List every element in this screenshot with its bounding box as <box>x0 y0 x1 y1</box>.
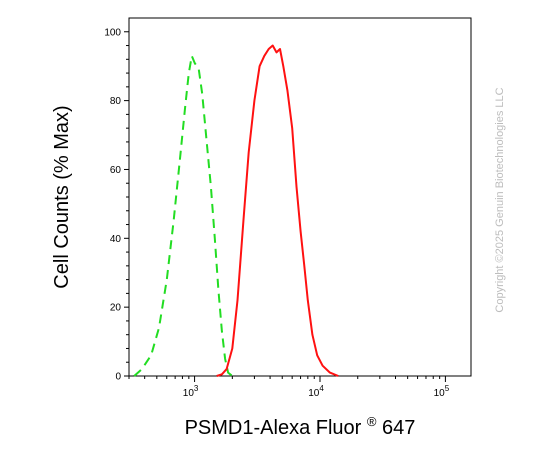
y-tick-label: 0 <box>115 372 121 383</box>
x-tick-exponent: 3 <box>194 384 199 393</box>
y-tick-label: 40 <box>110 234 122 245</box>
x-tick-base: 10 <box>434 388 446 399</box>
plot-frame <box>128 17 472 377</box>
x-axis-title-superscript: ® <box>367 414 377 429</box>
x-tick-label: 104 <box>308 384 324 399</box>
x-axis: 103 104 105 <box>128 376 450 399</box>
x-tick-exponent: 4 <box>319 384 324 393</box>
control-histogram-line <box>133 54 233 377</box>
series-layer <box>133 44 339 377</box>
x-tick-exponent: 5 <box>445 384 450 393</box>
y-tick-label: 100 <box>104 27 121 38</box>
x-tick-base: 10 <box>183 388 195 399</box>
x-axis-title-main: PSMD1-Alexa Fluor <box>185 417 362 439</box>
y-tick-label: 60 <box>110 165 122 176</box>
copyright-watermark: Copyright ©2025 Genuin Biotechnologies L… <box>494 87 506 312</box>
y-tick-label: 80 <box>110 96 122 107</box>
x-axis-title: PSMD1-Alexa Fluor ® 647 <box>185 409 416 439</box>
y-axis: 0 20 40 60 80 100 <box>104 27 129 383</box>
x-tick-label: 105 <box>434 384 450 399</box>
x-tick-base: 10 <box>308 388 320 399</box>
y-tick-label: 20 <box>110 303 122 314</box>
x-axis-title-suffix: 647 <box>382 417 415 439</box>
psmd1-histogram-line <box>216 44 339 377</box>
x-tick-label: 103 <box>183 384 199 399</box>
y-axis-title: Cell Counts (% Max) <box>51 105 73 288</box>
